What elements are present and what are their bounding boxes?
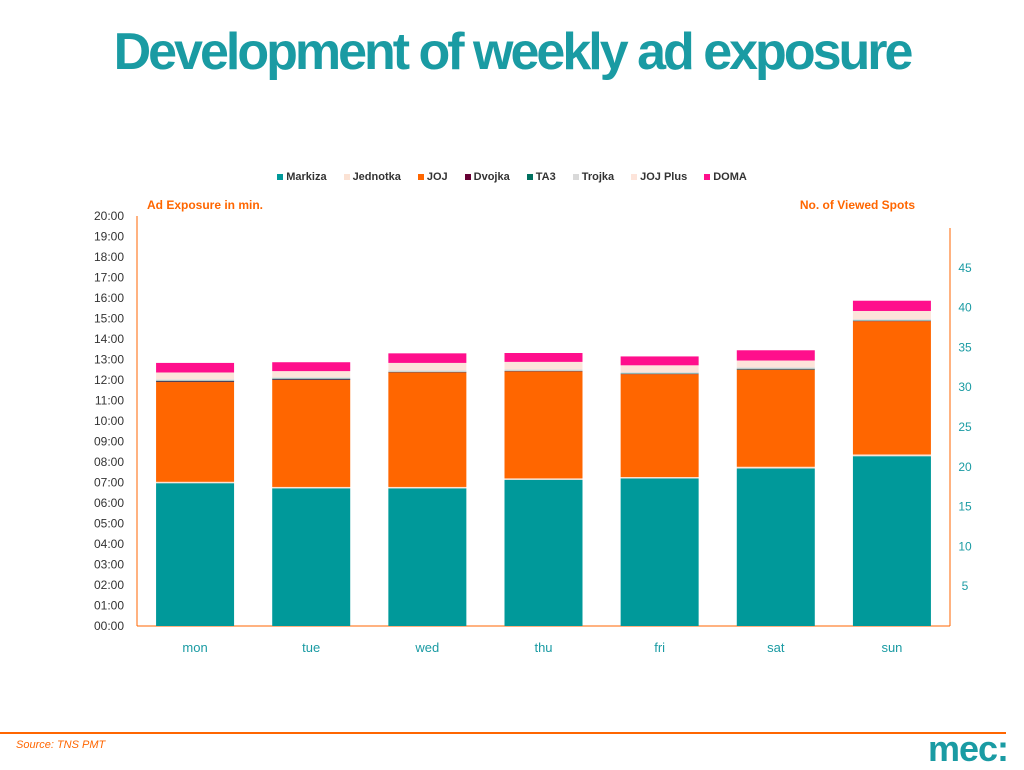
bar-segment [272,380,350,487]
right-tick-label: 20 [958,460,972,474]
y-tick-label: 10:00 [94,414,124,428]
bar-segment [737,467,815,469]
bar-segment [621,374,699,477]
mec-logo: mec: [928,728,1008,770]
bar-segment [272,488,350,626]
bar-segment [388,488,466,626]
bar-segment [621,372,699,373]
bar-segment [737,370,815,467]
bar-segment [388,353,466,363]
right-tick-label: 10 [958,539,972,553]
footer-divider [0,732,1006,734]
bar-segment [156,379,234,380]
y-tick-label: 06:00 [94,496,124,510]
source-note: Source: TNS PMT [16,739,105,751]
bar-segment [853,456,931,626]
bar-segment [621,478,699,626]
bar-segment [621,356,699,365]
y-tick-label: 07:00 [94,476,124,490]
x-tick-label: mon [182,640,207,655]
bar-segment [388,370,466,371]
bar-segment [272,371,350,377]
bar-segment [505,353,583,362]
bar-segment [853,311,931,319]
y-tick-label: 17:00 [94,271,124,285]
bar-segment [388,487,466,488]
bar-segment [505,362,583,370]
bar-segment [156,483,234,626]
y-tick-label: 04:00 [94,537,124,551]
bar-segment [621,477,699,478]
y-tick-label: 00:00 [94,619,124,633]
y-tick-label: 09:00 [94,435,124,449]
bar-segment [853,301,931,311]
x-tick-label: fri [654,640,665,655]
bar-segment [156,381,234,382]
bar-segment [737,350,815,360]
bar-segment [505,480,583,626]
bar-segment [737,468,815,626]
bar-segment [621,365,699,372]
right-tick-label: 35 [958,340,972,354]
bar-segment [505,369,583,370]
bar-segment [156,482,234,483]
y-tick-label: 03:00 [94,558,124,572]
right-tick-label: 25 [958,420,972,434]
y-tick-label: 16:00 [94,291,124,305]
bar-segment [272,362,350,371]
x-tick-label: tue [302,640,320,655]
y-tick-label: 11:00 [95,394,124,408]
bar-segment [156,382,234,482]
bar-segment [272,487,350,488]
bar-segment [156,363,234,373]
bar-segment [156,381,234,382]
bar-segment [272,379,350,380]
right-tick-label: 15 [958,500,972,514]
bar-segment [737,367,815,368]
right-tick-label: 5 [962,579,969,593]
right-tick-label: 30 [958,380,972,394]
bar-segment [156,372,234,379]
y-tick-label: 18:00 [94,250,124,264]
y-tick-label: 02:00 [94,578,124,592]
bar-segment [388,372,466,486]
x-tick-label: wed [414,640,439,655]
y-tick-label: 12:00 [94,373,124,387]
bar-segment [272,377,350,378]
bar-segment [853,454,931,456]
x-tick-label: sat [767,640,785,655]
bar-segment [737,369,815,370]
right-tick-label: 40 [958,301,972,315]
stacked-bar-chart: 00:00 01:00 02:00 03:00 04:00 05:00 06:00 07:00… [0,0,1024,700]
y-tick-label: 05:00 [94,517,124,531]
bar-segment [388,363,466,371]
x-tick-label: sun [881,640,902,655]
bar-segment [272,379,350,380]
y-tick-label: 13:00 [94,353,124,367]
bar-segment [853,321,931,454]
y-tick-label: 19:00 [94,230,124,244]
y-tick-label: 14:00 [94,332,124,346]
x-tick-label: thu [534,640,552,655]
bar-segment [505,371,583,478]
y-tick-label: 20:00 [94,209,124,223]
right-tick-label: 45 [958,261,972,275]
bar-segment [737,361,815,368]
bar-segment [853,319,931,320]
bar-segment [505,478,583,479]
y-tick-label: 15:00 [94,312,124,326]
y-tick-label: 08:00 [94,455,124,469]
y-tick-label: 01:00 [94,599,124,613]
